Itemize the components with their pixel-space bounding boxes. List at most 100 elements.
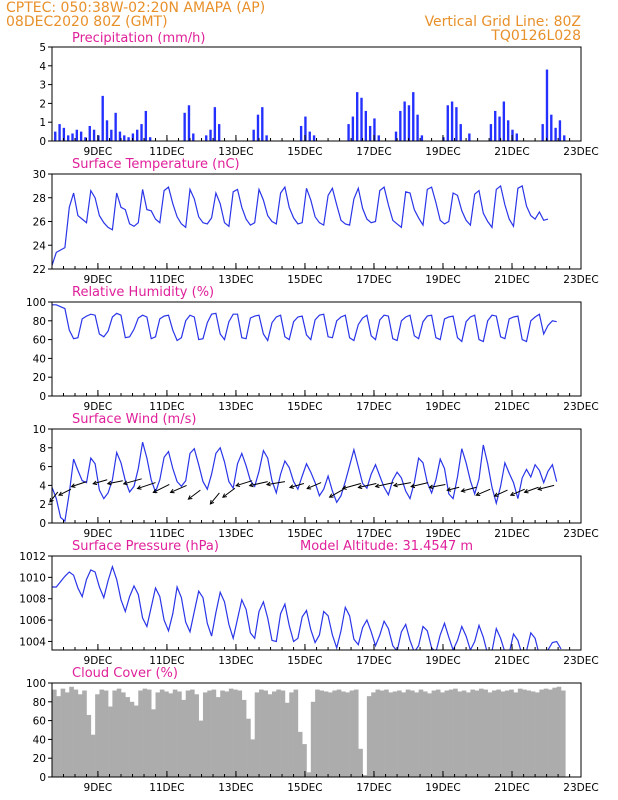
cloud-bar xyxy=(177,691,182,777)
wind-arrow xyxy=(375,482,394,488)
cloud-xtick-label: 19DEC xyxy=(425,782,460,794)
cloud-ytick-label: 40 xyxy=(33,734,46,746)
temp-xtick-label: 15DEC xyxy=(287,274,322,286)
cloud-bar xyxy=(336,689,342,777)
wind-arrow xyxy=(429,483,446,488)
precip-bar xyxy=(416,114,419,141)
cloud-bar xyxy=(138,690,143,777)
wind-panel: Surface Wind (m/s) 0 2 4 6 8 10 9DEC 11DEC 13DEC… xyxy=(33,412,599,540)
header-grid-line: Vertical Grid Line: 80Z xyxy=(425,14,581,30)
temp-ytick-label: 28 xyxy=(33,193,46,205)
pres-xtick-label: 17DEC xyxy=(356,655,391,667)
precip-bar xyxy=(114,112,117,141)
precip-bar xyxy=(183,112,186,141)
wind-arrow-head xyxy=(209,499,215,505)
cloud-bar xyxy=(284,702,290,777)
precip-xtick-label: 23DEC xyxy=(563,146,598,158)
cloud-bar xyxy=(276,689,281,777)
cloud-bar xyxy=(103,690,109,777)
wind-xtick-label: 21DEC xyxy=(494,528,529,540)
cloud-bar xyxy=(168,693,174,777)
precip-bar xyxy=(498,116,501,141)
precip-xtick-label: 9DEC xyxy=(84,146,113,158)
cloud-bar xyxy=(297,731,303,777)
rh-frame xyxy=(51,301,582,397)
cloud-bar xyxy=(142,688,148,777)
cloud-bar xyxy=(99,689,105,777)
wind-ytick-label: 4 xyxy=(39,480,46,492)
precip-bar xyxy=(187,105,191,141)
precip-bar xyxy=(118,131,122,141)
precip-bar xyxy=(265,135,268,141)
cloud-bar xyxy=(185,690,191,777)
wind-arrow xyxy=(411,482,429,488)
precip-bar xyxy=(373,118,376,141)
cloud-bar xyxy=(293,689,299,777)
cloud-bar xyxy=(332,690,337,777)
cloud-bar xyxy=(461,690,467,777)
pres-ytick-label: 1008 xyxy=(19,594,46,606)
cloud-bar xyxy=(539,689,545,777)
cloud-bar xyxy=(431,690,437,777)
cloud-bar xyxy=(164,691,169,777)
wind-arrow xyxy=(358,483,377,489)
wind-ytick-label: 8 xyxy=(39,443,46,455)
precip-xtick-label: 21DEC xyxy=(494,146,529,158)
rh-xtick-label: 19DEC xyxy=(425,401,460,413)
cloud-bar xyxy=(341,691,346,777)
precip-bar xyxy=(67,135,70,141)
wind-arrow xyxy=(266,481,286,486)
model-altitude: Model Altitude: 31.4547 m xyxy=(300,539,473,554)
wind-arrow-head xyxy=(475,491,481,497)
cloud-bar xyxy=(95,694,100,777)
cloud-bar xyxy=(250,739,256,777)
precip-bar xyxy=(148,137,152,141)
pressure-panel: Surface Pressure (hPa) Model Altitude: 3… xyxy=(19,539,598,667)
cloud-bar xyxy=(401,692,407,777)
precip-xtick-label: 17DEC xyxy=(356,146,391,158)
precip-bar xyxy=(92,129,96,141)
cloud-bar xyxy=(548,689,553,777)
cloud-bar xyxy=(241,699,247,777)
cloud-bar xyxy=(289,692,294,777)
cloud-bar xyxy=(237,690,243,777)
wind-arrow xyxy=(58,488,72,496)
precip-ytick-label: 2 xyxy=(39,98,46,110)
wind-xtick-label: 11DEC xyxy=(149,528,184,540)
wind-arrow-head xyxy=(446,487,452,492)
pres-xtick-label: 21DEC xyxy=(494,655,529,667)
wind-arrow-head xyxy=(265,481,271,487)
precip-xtick-label: 19DEC xyxy=(425,146,460,158)
precip-bar xyxy=(459,124,462,141)
pressure-title: Surface Pressure (hPa) xyxy=(72,539,219,554)
temp-xtick-label: 19DEC xyxy=(425,274,460,286)
precip-bar xyxy=(71,133,74,141)
precip-bar xyxy=(347,124,350,141)
cloud-bar xyxy=(116,688,122,777)
cloud-bar xyxy=(52,689,57,777)
cloud-bar xyxy=(405,689,411,777)
wind-arrow xyxy=(494,489,508,497)
wind-arrow-head xyxy=(428,484,434,490)
cloud-bar xyxy=(228,688,234,777)
wind-arrow-head xyxy=(122,480,128,486)
wind-arrow xyxy=(289,483,305,489)
cloud-bar xyxy=(207,690,212,777)
wind-xtick-label: 23DEC xyxy=(563,528,598,540)
precip-ytick-label: 5 xyxy=(39,42,46,54)
cloud-bar xyxy=(151,709,156,777)
cloud-bar xyxy=(371,692,376,777)
cloud-bar xyxy=(435,689,441,777)
precip-ytick-label: 0 xyxy=(39,136,46,148)
precip-bar xyxy=(261,107,264,141)
temp-xtick-label: 23DEC xyxy=(563,274,598,286)
wind-arrow-head xyxy=(106,480,112,486)
wind-arrow xyxy=(537,484,555,490)
temp-line xyxy=(52,184,549,266)
rh-ytick-label: 80 xyxy=(33,316,46,328)
cloud-bar xyxy=(108,706,113,777)
cloud-xtick-label: 21DEC xyxy=(494,782,529,794)
wind-xtick-label: 15DEC xyxy=(287,528,322,540)
temp-xtick-label: 13DEC xyxy=(218,274,253,286)
wind-frame xyxy=(51,428,582,524)
